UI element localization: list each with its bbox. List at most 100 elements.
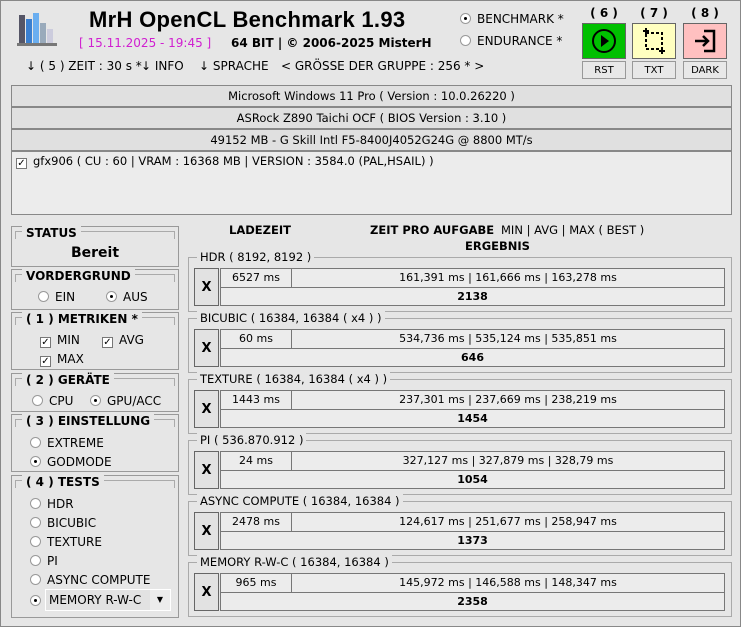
exit-icon <box>695 29 716 53</box>
task-times: 327,127 ms | 327,879 ms | 328,79 ms <box>291 451 725 471</box>
menu-info[interactable]: ↓ INFO <box>141 59 184 73</box>
memory-test-dropdown[interactable]: MEMORY R-W-C ▼ <box>45 589 171 611</box>
run-button[interactable] <box>582 23 626 59</box>
test-result: 2138 <box>220 287 725 306</box>
device-item[interactable]: ✓ gfx906 ( CU : 60 | VRAM : 16368 MB | VE… <box>16 154 727 169</box>
load-time: 2478 ms <box>220 512 292 532</box>
test-name: HDR ( 8192, 8192 ) <box>197 250 315 264</box>
mode-benchmark[interactable]: BENCHMARK * <box>460 12 564 26</box>
board-info: ASRock Z890 Taichi OCF ( BIOS Version : … <box>11 107 732 129</box>
dark-button[interactable]: DARK <box>683 61 727 79</box>
test-group: BICUBIC ( 16384, 16384 ( x4 ) ) X 60 ms … <box>188 311 732 373</box>
app-title: MrH OpenCL Benchmark 1.93 <box>89 7 406 32</box>
chevron-down-icon[interactable]: ▼ <box>150 590 170 610</box>
panel-title: ( 2 ) GERÄTE <box>22 373 114 387</box>
ram-info: 49152 MB - G Skill Intl F5-8400J4052G24G… <box>11 129 732 151</box>
geraete-panel: ( 2 ) GERÄTE CPU GPU/ACC <box>11 373 179 412</box>
menu-sprache[interactable]: ↓ SPRACHE <box>199 59 269 73</box>
option-gpu[interactable]: GPU/ACC <box>90 394 161 408</box>
test-name: ASYNC COMPUTE ( 16384, 16384 ) <box>197 494 403 508</box>
load-time: 24 ms <box>220 451 292 471</box>
panel-title: ( 3 ) EINSTELLUNG <box>22 414 155 428</box>
checkbox-avg[interactable]: ✓ AVG <box>102 333 144 348</box>
button-number: ( 7 ) <box>640 6 668 20</box>
panel-title: STATUS <box>22 226 81 240</box>
mode-endurance[interactable]: ENDURANCE * <box>460 34 562 48</box>
menu-zeit[interactable]: ↓ ( 5 ) ZEIT : 30 s * <box>26 59 142 73</box>
radio-icon <box>460 35 471 46</box>
clear-test-button[interactable]: X <box>194 512 219 550</box>
mode-label: BENCHMARK * <box>477 12 564 26</box>
button-number: ( 8 ) <box>691 6 719 20</box>
clear-test-button[interactable]: X <box>194 451 219 489</box>
load-time: 965 ms <box>220 573 292 593</box>
option-cpu[interactable]: CPU <box>32 394 73 408</box>
rst-button[interactable]: RST <box>582 61 626 79</box>
clear-test-button[interactable]: X <box>194 268 219 306</box>
menu-gruppe[interactable]: < GRÖSSE DER GRUPPE : 256 * > <box>281 59 485 73</box>
task-times: 124,617 ms | 251,677 ms | 258,947 ms <box>291 512 725 532</box>
metriken-panel: ( 1 ) METRIKEN * ✓ MIN ✓ AVG ✓ MAX <box>11 312 179 370</box>
load-time: 6527 ms <box>220 268 292 288</box>
test-result: 1373 <box>220 531 725 550</box>
test-option-pi[interactable]: PI <box>30 554 58 568</box>
test-option-async[interactable]: ASYNC COMPUTE <box>30 573 150 587</box>
col-time: ZEIT PRO AUFGABE <box>370 223 495 237</box>
checkbox-min[interactable]: ✓ MIN <box>40 333 80 348</box>
dropdown-value: MEMORY R-W-C <box>49 593 142 607</box>
option-godmode[interactable]: GODMODE <box>30 455 112 469</box>
test-option-texture[interactable]: TEXTURE <box>30 535 102 549</box>
status-panel: STATUS Bereit <box>11 226 179 267</box>
device-list[interactable]: ✓ gfx906 ( CU : 60 | VRAM : 16368 MB | VE… <box>11 151 732 215</box>
load-time: 60 ms <box>220 329 292 349</box>
col-metrics: MIN | AVG | MAX ( BEST ) <box>501 223 645 237</box>
test-name: TEXTURE ( 16384, 16384 ( x4 ) ) <box>197 372 391 386</box>
txt-button[interactable]: TXT <box>632 61 676 79</box>
clear-test-button[interactable]: X <box>194 329 219 367</box>
task-times: 161,391 ms | 161,666 ms | 163,278 ms <box>291 268 725 288</box>
checkbox-icon[interactable]: ✓ <box>16 158 27 169</box>
test-group: TEXTURE ( 16384, 16384 ( x4 ) ) X 1443 m… <box>188 372 732 434</box>
radio-icon <box>460 13 471 24</box>
panel-title: ( 1 ) METRIKEN * <box>22 312 142 326</box>
test-option-hdr[interactable]: HDR <box>30 497 74 511</box>
test-option-bicubic[interactable]: BICUBIC <box>30 516 96 530</box>
task-times: 534,736 ms | 535,124 ms | 535,851 ms <box>291 329 725 349</box>
test-name: BICUBIC ( 16384, 16384 ( x4 ) ) <box>197 311 385 325</box>
task-times: 237,301 ms | 237,669 ms | 238,219 ms <box>291 390 725 410</box>
test-name: MEMORY R-W-C ( 16384, 16384 ) <box>197 555 392 569</box>
option-ein[interactable]: EIN <box>38 290 75 304</box>
date-stamp: [ 15.11.2025 - 19:45 ] <box>79 36 212 50</box>
button-number: ( 6 ) <box>590 6 618 20</box>
panel-title: ( 4 ) TESTS <box>22 475 104 489</box>
load-time: 1443 ms <box>220 390 292 410</box>
clear-test-button[interactable]: X <box>194 390 219 428</box>
task-times: 145,972 ms | 146,588 ms | 148,347 ms <box>291 573 725 593</box>
option-extreme[interactable]: EXTREME <box>30 436 104 450</box>
col-result: ERGEBNIS <box>465 239 530 253</box>
vordergrund-panel: VORDERGRUND EIN AUS <box>11 269 179 310</box>
einstellung-panel: ( 3 ) EINSTELLUNG EXTREME GODMODE <box>11 414 179 472</box>
test-group: HDR ( 8192, 8192 ) X 6527 ms 161,391 ms … <box>188 250 732 312</box>
selection-icon <box>643 28 665 54</box>
test-result: 1454 <box>220 409 725 428</box>
test-group: PI ( 536.870.912 ) X 24 ms 327,127 ms | … <box>188 433 732 495</box>
panel-title: VORDERGRUND <box>22 269 135 283</box>
clear-test-button[interactable]: X <box>194 573 219 611</box>
test-name: PI ( 536.870.912 ) <box>197 433 307 447</box>
checkbox-max[interactable]: ✓ MAX <box>40 352 84 367</box>
test-group: MEMORY R-W-C ( 16384, 16384 ) X 965 ms 1… <box>188 555 732 617</box>
dark-mode-button[interactable] <box>683 23 727 59</box>
test-result: 2358 <box>220 592 725 611</box>
text-export-button[interactable] <box>632 23 676 59</box>
test-group: ASYNC COMPUTE ( 16384, 16384 ) X 2478 ms… <box>188 494 732 556</box>
option-aus[interactable]: AUS <box>106 290 148 304</box>
test-option-memory-radio[interactable] <box>30 594 47 608</box>
mode-label: ENDURANCE * <box>477 34 563 48</box>
os-info: Microsoft Windows 11 Pro ( Version : 10.… <box>11 85 732 107</box>
col-load: LADEZEIT <box>229 223 291 237</box>
test-result: 646 <box>220 348 725 367</box>
play-icon <box>592 29 616 53</box>
copyright: 64 BIT | © 2006-2025 MisterH <box>231 36 432 50</box>
